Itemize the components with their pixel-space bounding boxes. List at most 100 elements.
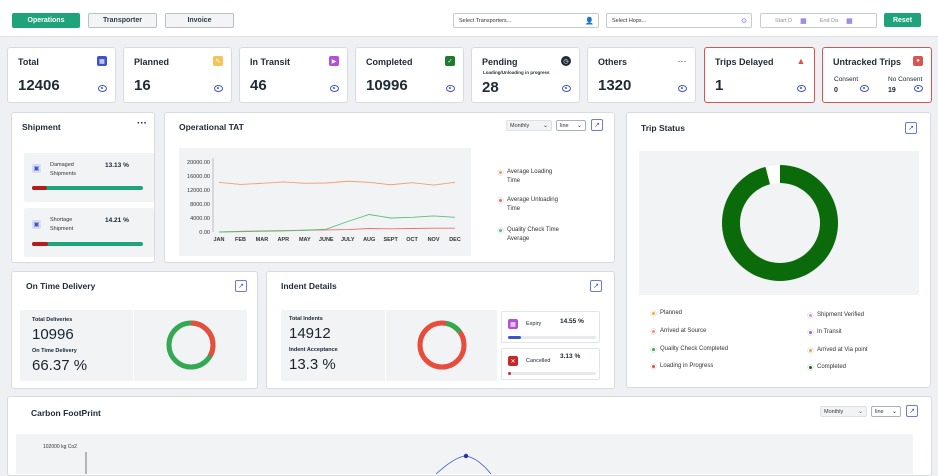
eye-icon[interactable] (678, 85, 687, 92)
reset-button[interactable]: Reset (884, 13, 921, 27)
total-deliveries-value: 10996 (32, 326, 74, 343)
consent-label: Consent (834, 76, 859, 83)
more-icon: ··· (677, 56, 687, 66)
card-title: Others (598, 57, 628, 67)
eye-icon[interactable] (330, 85, 339, 92)
eye-icon[interactable] (797, 85, 806, 92)
calendar-icon[interactable]: ▦ (800, 17, 807, 25)
damaged-shipments-box: ▣ Damaged Shipments 13.13 % (24, 153, 154, 202)
x-tick-label: JULY (341, 237, 355, 243)
external-link-icon[interactable]: ↗ (590, 280, 602, 292)
eye-icon[interactable] (98, 85, 107, 92)
eye-icon[interactable] (446, 85, 455, 92)
otd-chart-box (134, 310, 247, 381)
legend-label: Completed (817, 364, 847, 370)
calendar-icon[interactable]: ▦ (846, 17, 853, 25)
card-others: Others ··· 1320 (587, 47, 696, 103)
more-icon[interactable]: ··· (137, 118, 147, 129)
transporters-placeholder: Select Transporters... (459, 17, 512, 24)
period-value: Monthly (510, 122, 530, 129)
panel-title: On Time Delivery (26, 281, 96, 291)
date-range[interactable]: Start D ▦ End Da ▦ (760, 13, 877, 28)
y-tick-label: 8000.00 (190, 202, 210, 208)
panel-title: Indent Details (281, 281, 337, 291)
external-link-icon[interactable]: ↗ (905, 122, 917, 134)
card-total: Total ▦ 12406 (7, 47, 116, 103)
truck-icon: ▶ (329, 56, 339, 66)
hops-placeholder: Select Hops... (612, 17, 647, 24)
card-title: Trips Delayed (715, 57, 774, 67)
y-tick-label: 20000.00 (187, 160, 210, 166)
tab-operations[interactable]: Operations (12, 13, 80, 28)
eye-icon[interactable] (562, 85, 571, 92)
clock-icon: ◷ (561, 56, 571, 66)
item-percent: 13.13 % (105, 162, 129, 169)
consent-value: 0 (834, 87, 838, 94)
chevron-down-icon: ⌄ (857, 409, 863, 415)
panel-title: Carbon FootPrint (31, 408, 101, 418)
card-title: Completed (366, 57, 413, 67)
chart-type-value: line (560, 122, 569, 129)
period-select[interactable]: Monthly ⌄ (506, 120, 552, 131)
otd-label: On Time Delivery (32, 348, 77, 354)
no-consent-label: No Consent (888, 76, 923, 83)
legend-item: Completed (808, 363, 846, 372)
external-link-icon[interactable]: ↗ (235, 280, 247, 292)
x-tick-label: MAY (299, 237, 311, 243)
external-link-icon[interactable]: ↗ (906, 405, 918, 417)
transporters-select[interactable]: Select Transporters... 👤 (453, 13, 599, 28)
otd-stats-box: Total Deliveries 10996 On Time Delivery … (20, 310, 133, 381)
tab-invoice[interactable]: Invoice (165, 13, 234, 28)
card-trips-delayed: Trips Delayed ▲ 1 (704, 47, 815, 103)
start-date-input[interactable]: Start D (775, 17, 793, 24)
carbon-line-chart (85, 452, 492, 474)
no-consent-value: 19 (888, 87, 896, 94)
calendar-icon: ▦ (508, 319, 518, 329)
card-planned: Planned ✎ 16 (123, 47, 232, 103)
card-title: Planned (134, 57, 170, 67)
chevron-down-icon: ⌄ (542, 123, 548, 129)
eye-icon[interactable] (214, 85, 223, 92)
alert-icon: ● (913, 56, 923, 66)
cancelled-label: Cancelled (526, 358, 551, 364)
cancelled-box: ✕ Cancelled 3.13 % (501, 348, 600, 380)
box-icon: ▣ (32, 220, 41, 229)
progress-fill (508, 336, 521, 339)
x-tick-label: SEPT (383, 237, 398, 243)
trip-status-chart-area (639, 151, 919, 295)
legend-item: Shipment Verified (808, 311, 864, 320)
card-title: Pending (482, 57, 518, 67)
indent-acceptance-label: Indent Acceptance (289, 347, 338, 353)
legend-label: Average Loading Time (507, 169, 553, 184)
donut-slice[interactable] (722, 165, 838, 281)
legend-item: Average Unloading Time (498, 196, 560, 213)
tab-transporter[interactable]: Transporter (88, 13, 157, 28)
eye-icon[interactable] (860, 85, 869, 92)
indent-acceptance-value: 13.3 % (289, 356, 336, 373)
indent-ring-chart (417, 320, 467, 370)
indent-chart-box (386, 310, 497, 381)
legend-dot (808, 365, 813, 370)
item-percent: 14.21 % (105, 217, 129, 224)
chart-type-select[interactable]: line ⌄ (871, 406, 901, 417)
period-select[interactable]: Monthly ⌄ (820, 406, 867, 417)
user-icon: 👤 (585, 18, 594, 25)
donut-slice[interactable] (765, 165, 780, 185)
indent-stats-box: Total Indents 14912 Indent Acceptance 13… (281, 310, 385, 381)
card-title: Total (18, 57, 39, 67)
panel-title: Trip Status (641, 123, 685, 133)
legend-dot (651, 311, 656, 316)
legend-item: Loading in Progress (651, 362, 713, 371)
on-time-delivery-panel: On Time Delivery ↗ Total Deliveries 1099… (11, 271, 258, 389)
card-value: 28 (482, 79, 499, 96)
hops-select[interactable]: Select Hops... ⊙ (606, 13, 752, 28)
card-value: 16 (134, 77, 151, 94)
trip-status-panel: Trip Status ↗ Planned Shipment Verified Ar… (626, 112, 931, 388)
chart-type-select[interactable]: line ⌄ (556, 120, 586, 131)
eye-icon[interactable] (914, 85, 923, 92)
progress-track (508, 336, 596, 339)
external-link-icon[interactable]: ↗ (591, 119, 603, 131)
indent-details-panel: Indent Details ↗ Total Indents 14912 Ind… (266, 271, 615, 389)
end-date-input[interactable]: End Da (819, 17, 839, 24)
x-tick-label: DEC (449, 237, 461, 243)
